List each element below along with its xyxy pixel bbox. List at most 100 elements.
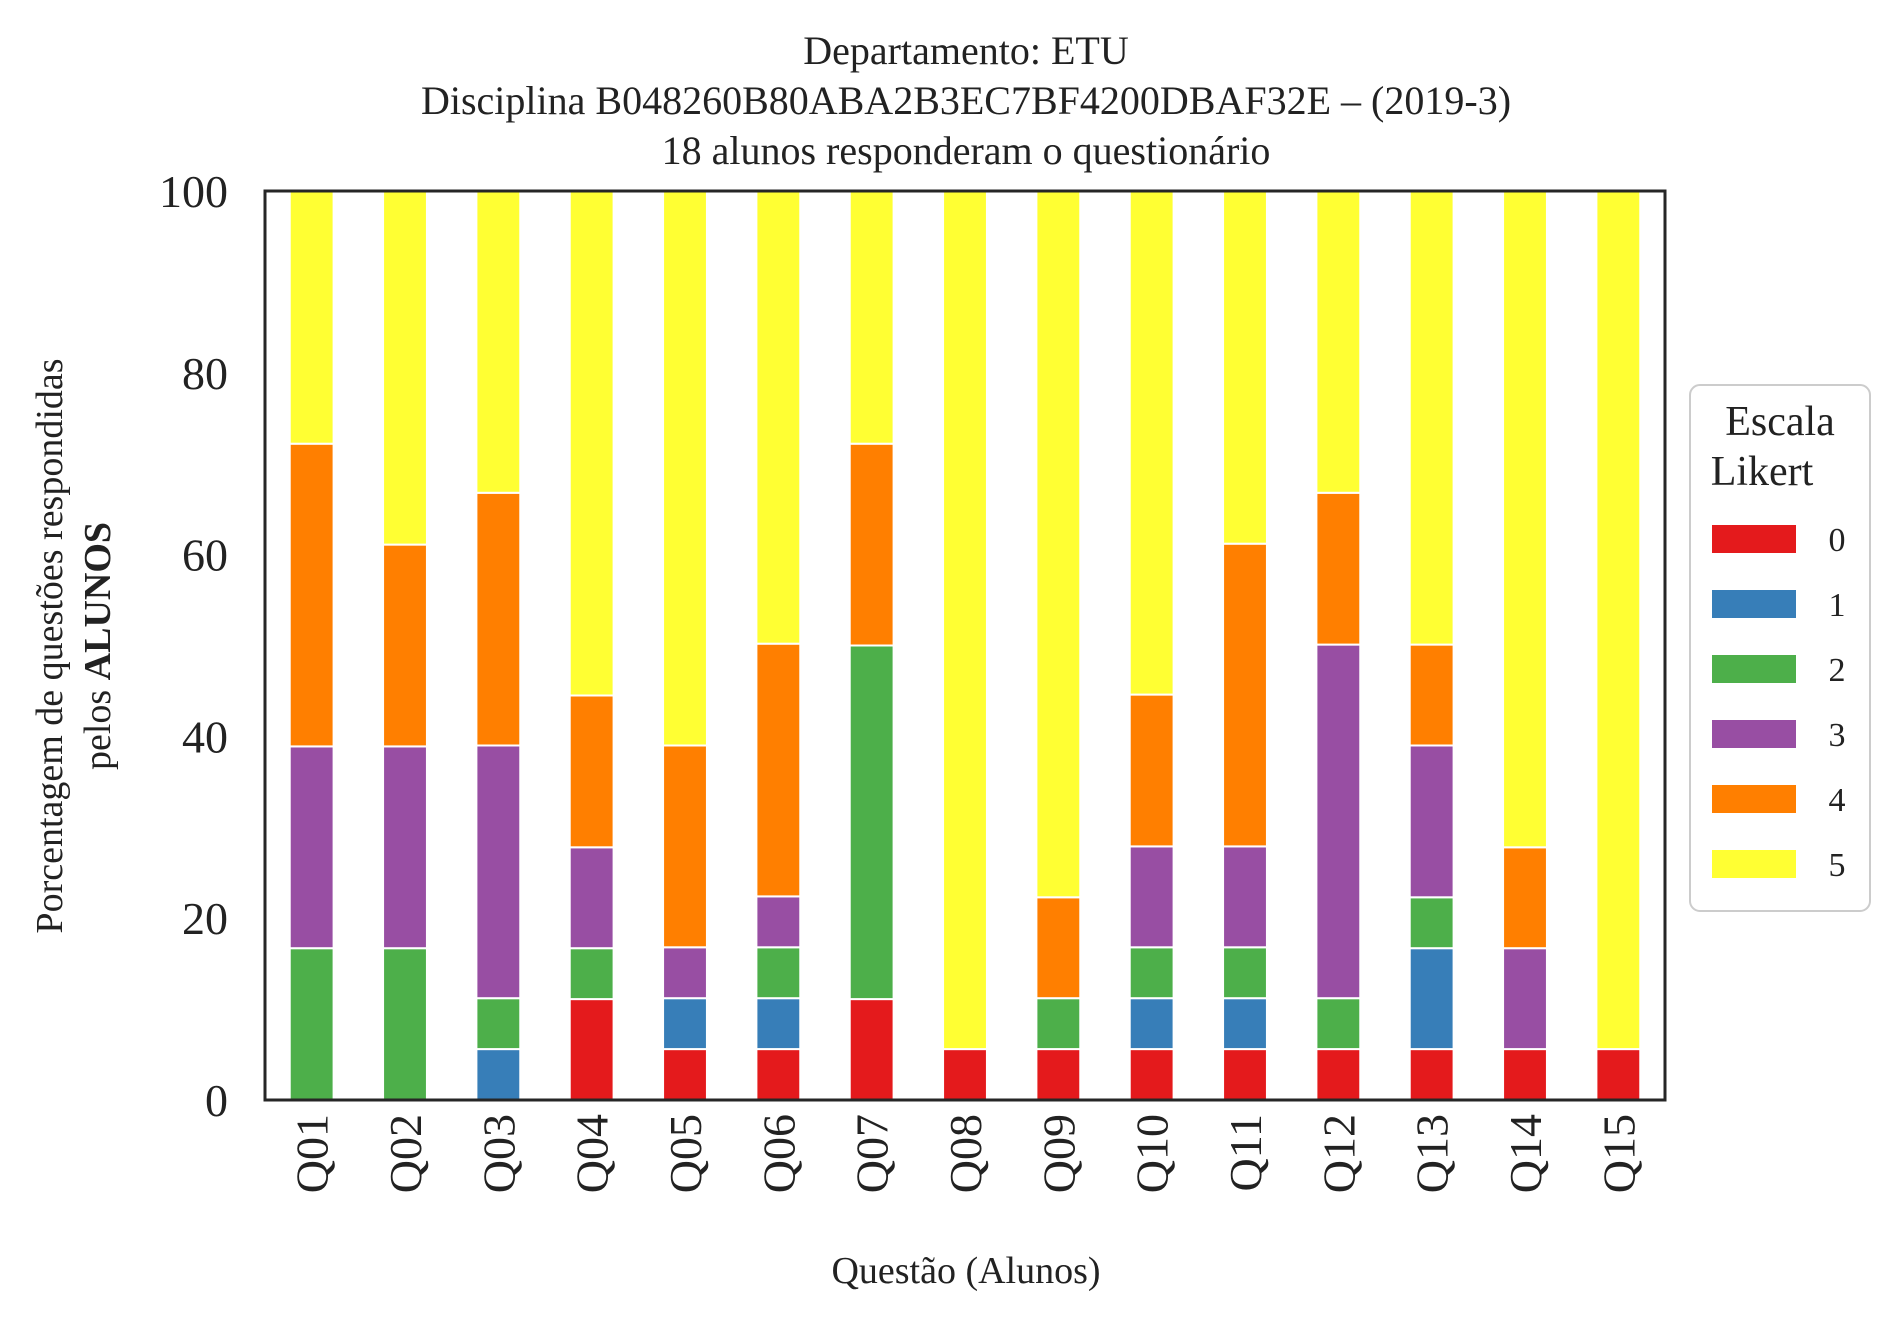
legend-label-0: 0 <box>1829 522 1846 559</box>
bar-Q12-likert-0 <box>1315 1048 1362 1101</box>
legend-label-3: 3 <box>1829 717 1846 754</box>
legend-swatch-0 <box>1712 525 1796 553</box>
x-tick-label: Q11 <box>1220 1114 1271 1192</box>
legend-items: 0 1 2 3 4 5 <box>1712 522 1846 884</box>
bar-Q14-likert-4 <box>1502 846 1548 950</box>
legend-swatch-4 <box>1712 785 1796 813</box>
bar-Q10-likert-2 <box>1128 946 1175 1000</box>
legend: Escala Likert 0 1 2 3 4 5 <box>1689 384 1871 912</box>
bar-Q05-likert-4 <box>662 744 708 949</box>
bar-Q11-likert-2 <box>1222 946 1268 1000</box>
x-tick-label: Q07 <box>847 1114 898 1193</box>
y-axis-label-line-2: pelos ALUNOS <box>77 522 119 770</box>
x-tick-label: Q13 <box>1407 1114 1458 1193</box>
bar-Q12-likert-2 <box>1315 997 1362 1051</box>
bar-Q06-likert-0 <box>755 1048 802 1101</box>
bar-Q08-likert-0 <box>942 1048 988 1101</box>
bar-Q03-likert-1 <box>475 1048 522 1101</box>
bar-Q09-likert-0 <box>1035 1048 1082 1101</box>
chart-title: Departamento: ETU Disciplina B048260B80A… <box>421 28 1511 173</box>
bar-Q10-likert-1 <box>1128 997 1175 1051</box>
bar-Q11-likert-0 <box>1222 1048 1268 1101</box>
x-tick-label: Q12 <box>1313 1114 1364 1193</box>
bar-Q05-likert-3 <box>662 946 708 1000</box>
legend-label-1: 1 <box>1829 587 1846 624</box>
bar-Q04-likert-0 <box>568 998 615 1101</box>
bar-Q12-likert-3 <box>1315 643 1362 1000</box>
bar-Q03-likert-4 <box>475 491 522 747</box>
y-ticks: 0 20 40 60 80 100 <box>159 166 228 1126</box>
bar-Q11-likert-1 <box>1222 997 1268 1051</box>
bar-Q01-likert-5 <box>288 190 335 445</box>
x-tick-label: Q08 <box>940 1114 991 1193</box>
bar-Q06-likert-2 <box>755 946 802 1000</box>
bar-Q07-likert-2 <box>848 644 895 1001</box>
bar-Q13-likert-5 <box>1408 189 1455 646</box>
bar-Q02-likert-2 <box>382 947 428 1102</box>
bar-Q06-likert-5 <box>755 188 802 645</box>
bar-Q09-likert-4 <box>1035 896 1082 1000</box>
y-tick-label: 80 <box>182 348 228 399</box>
bar-Q06-likert-3 <box>755 895 802 949</box>
y-tick-label: 40 <box>182 711 228 762</box>
bar-Q04-likert-2 <box>568 947 615 1001</box>
x-tick-label: Q14 <box>1500 1114 1551 1193</box>
bar-Q04-likert-4 <box>568 694 615 849</box>
bar-Q05-likert-1 <box>662 997 708 1051</box>
bar-Q03-likert-5 <box>475 189 522 494</box>
bar-Q02-likert-5 <box>382 190 428 546</box>
x-tick-label: Q04 <box>567 1114 618 1193</box>
x-tick-label: Q06 <box>753 1114 804 1193</box>
bar-Q03-likert-3 <box>475 744 522 1000</box>
bar-Q13-likert-2 <box>1408 896 1455 950</box>
y-tick-label: 20 <box>182 893 228 944</box>
bar-Q02-likert-3 <box>382 745 428 950</box>
x-ticks: Q01 Q02 Q03 Q04 Q05 Q06 Q07 Q08 Q09 Q10 Q11 Q12 Q13 Q… <box>287 1114 1645 1193</box>
bar-Q07-likert-5 <box>848 190 895 445</box>
bar-Q15-likert-5 <box>1595 190 1642 1051</box>
bar-Q07-likert-0 <box>848 998 895 1101</box>
bar-Q01-likert-2 <box>288 947 335 1102</box>
legend-swatch-2 <box>1712 655 1796 683</box>
title-line-1: Departamento: ETU <box>803 28 1129 73</box>
legend-swatch-1 <box>1712 590 1796 618</box>
bar-Q05-likert-0 <box>662 1048 708 1101</box>
bar-Q11-likert-5 <box>1222 189 1268 545</box>
y-axis-label-prefix: pelos <box>77 680 119 770</box>
bar-Q14-likert-0 <box>1502 1048 1548 1101</box>
bar-Q12-likert-5 <box>1315 189 1362 494</box>
y-axis-label: Porcentagem de questões respondidas pelo… <box>29 358 119 933</box>
y-axis-label-line-1: Porcentagem de questões respondidas <box>29 358 71 933</box>
x-tick-label: Q02 <box>380 1114 431 1193</box>
bar-Q13-likert-1 <box>1408 947 1455 1051</box>
legend-label-2: 2 <box>1829 652 1846 689</box>
bar-Q10-likert-0 <box>1128 1048 1175 1101</box>
bar-Q14-likert-5 <box>1502 190 1548 849</box>
title-line-3: 18 alunos responderam o questionário <box>662 128 1271 173</box>
bar-Q13-likert-3 <box>1408 744 1455 899</box>
bar-Q01-likert-3 <box>288 745 335 950</box>
legend-title-line-2: Likert <box>1711 449 1814 495</box>
x-tick-label: Q15 <box>1593 1114 1644 1193</box>
bar-Q02-likert-4 <box>382 543 428 748</box>
bar-Q01-likert-4 <box>288 442 335 748</box>
bar-Q03-likert-2 <box>475 997 522 1051</box>
bar-Q04-likert-5 <box>568 189 615 697</box>
bar-Q06-likert-4 <box>755 642 802 898</box>
y-tick-label: 60 <box>182 530 228 581</box>
plot-frame <box>263 189 1667 1102</box>
legend-swatch-3 <box>1712 720 1796 748</box>
bar-Q12-likert-4 <box>1315 491 1362 646</box>
title-line-2: Disciplina B048260B80ABA2B3EC7BF4200DBAF… <box>421 78 1511 123</box>
legend-box <box>1689 384 1871 912</box>
x-axis-label: Questão (Alunos) <box>831 1250 1100 1292</box>
bar-Q14-likert-3 <box>1502 947 1548 1051</box>
bar-Q11-likert-4 <box>1222 542 1268 848</box>
bar-Q08-likert-5 <box>942 190 988 1051</box>
x-tick-label: Q09 <box>1033 1114 1084 1193</box>
bar-Q09-likert-5 <box>1035 189 1082 899</box>
bar-Q11-likert-3 <box>1222 845 1268 949</box>
bar-Q10-likert-5 <box>1128 188 1175 696</box>
bar-Q06-likert-1 <box>755 997 802 1051</box>
